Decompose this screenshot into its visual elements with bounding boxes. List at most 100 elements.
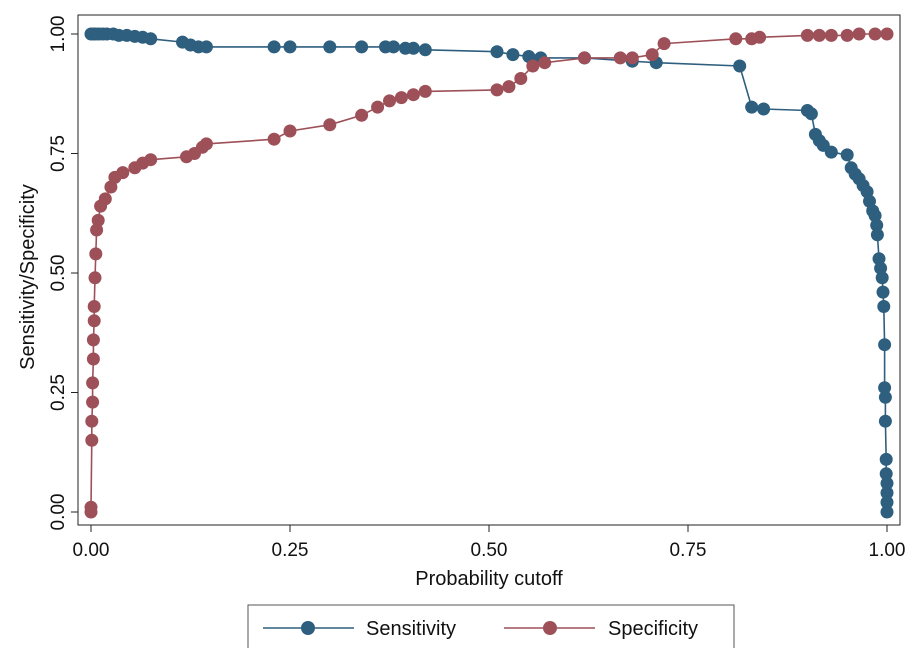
data-point-specificity xyxy=(490,83,504,97)
data-point-sensitivity xyxy=(144,32,158,46)
data-point-sensitivity xyxy=(878,338,892,352)
data-point-specificity xyxy=(86,395,100,409)
y-ticks: 0.00 0.25 0.50 0.75 1.00 xyxy=(48,16,78,531)
data-point-sensitivity xyxy=(878,390,892,404)
x-ticks: 0.00 0.25 0.50 0.75 1.00 xyxy=(73,525,906,561)
data-point-specificity xyxy=(812,28,826,42)
data-point-specificity xyxy=(87,300,101,313)
y-tick-label: 0.50 xyxy=(48,255,69,292)
data-point-specificity xyxy=(753,30,767,44)
series-layer xyxy=(84,27,894,519)
data-point-sensitivity xyxy=(879,452,893,466)
data-point-sensitivity xyxy=(880,476,894,490)
x-tick-label: 0.00 xyxy=(73,540,110,561)
data-point-sensitivity xyxy=(387,40,400,54)
data-point-specificity xyxy=(84,500,98,514)
data-point-specificity xyxy=(406,88,420,102)
data-point-sensitivity xyxy=(355,40,369,54)
data-point-sensitivity xyxy=(745,100,759,114)
data-point-specificity xyxy=(86,376,100,390)
data-point-sensitivity xyxy=(490,45,504,59)
data-point-sensitivity xyxy=(323,40,337,54)
data-point-specificity xyxy=(538,56,552,70)
legend: Sensitivity Specificity xyxy=(247,604,735,648)
data-point-sensitivity xyxy=(733,59,747,73)
data-point-sensitivity xyxy=(878,414,892,428)
y-tick-label: 0.75 xyxy=(48,135,69,172)
data-point-sensitivity xyxy=(824,145,838,159)
series-sensitivity xyxy=(84,27,894,519)
data-point-specificity xyxy=(383,94,396,108)
data-point-sensitivity xyxy=(880,505,894,519)
legend-label-specificity: Specificity xyxy=(608,618,698,640)
data-point-sensitivity xyxy=(804,107,818,121)
data-point-sensitivity xyxy=(870,218,884,232)
data-point-specificity xyxy=(657,37,671,51)
x-tick-label: 0.75 xyxy=(670,540,707,561)
data-point-sensitivity xyxy=(418,43,432,57)
data-point-specificity xyxy=(267,132,281,146)
data-point-specificity xyxy=(800,28,814,42)
x-axis-title: Probability cutoff xyxy=(415,568,563,590)
legend-box xyxy=(247,604,735,648)
data-point-sensitivity xyxy=(879,467,893,481)
data-point-sensitivity xyxy=(875,271,889,285)
y-tick-label: 1.00 xyxy=(48,16,69,53)
data-point-specificity xyxy=(85,433,99,447)
data-point-specificity xyxy=(418,84,432,98)
data-point-specificity xyxy=(868,27,882,41)
data-point-specificity xyxy=(88,271,102,285)
y-tick-label: 0.25 xyxy=(48,374,69,411)
x-tick-label: 0.50 xyxy=(471,540,508,561)
data-point-specificity xyxy=(91,213,105,227)
legend-label-sensitivity: Sensitivity xyxy=(366,618,456,640)
data-point-sensitivity xyxy=(840,148,854,162)
data-point-sensitivity xyxy=(880,495,894,509)
data-point-sensitivity xyxy=(877,300,891,313)
x-tick-label: 1.00 xyxy=(869,540,906,561)
data-point-sensitivity xyxy=(267,40,281,54)
x-tick-label: 0.25 xyxy=(272,540,309,561)
data-point-specificity xyxy=(880,27,894,41)
data-point-sensitivity xyxy=(876,285,890,299)
data-point-sensitivity xyxy=(757,102,771,116)
x-axis: 0.00 0.25 0.50 0.75 1.00 Probability cutoff xyxy=(73,525,906,590)
data-point-specificity xyxy=(852,27,866,41)
data-point-specificity xyxy=(625,51,639,65)
data-point-sensitivity xyxy=(874,261,888,275)
data-point-specificity xyxy=(85,414,99,428)
data-point-sensitivity xyxy=(199,40,213,54)
data-point-specificity xyxy=(613,51,627,65)
y-tick-label: 0.00 xyxy=(48,494,69,531)
data-point-specificity xyxy=(98,192,112,206)
data-point-specificity xyxy=(89,247,103,261)
data-point-specificity xyxy=(283,124,297,138)
data-point-sensitivity xyxy=(868,209,882,223)
data-point-specificity xyxy=(116,166,130,180)
data-point-specificity xyxy=(371,100,385,114)
data-point-specificity xyxy=(526,59,540,73)
data-point-specificity xyxy=(144,153,158,167)
legend-item-specificity: Specificity xyxy=(504,618,698,640)
data-point-sensitivity xyxy=(406,41,420,55)
y-axis: 0.00 0.25 0.50 0.75 1.00 Sensitivity/Specifi… xyxy=(17,16,78,531)
data-point-specificity xyxy=(394,91,408,105)
data-point-specificity xyxy=(86,352,100,366)
data-point-specificity xyxy=(840,28,854,42)
data-point-specificity xyxy=(199,137,213,151)
data-point-sensitivity xyxy=(878,381,892,395)
data-point-specificity xyxy=(824,28,838,42)
data-point-sensitivity xyxy=(870,228,884,242)
data-point-sensitivity xyxy=(506,48,520,62)
legend-item-sensitivity: Sensitivity xyxy=(263,618,456,640)
data-point-sensitivity xyxy=(283,40,297,54)
data-point-specificity xyxy=(502,80,516,94)
data-point-specificity xyxy=(645,48,659,62)
legend-marker-sensitivity xyxy=(301,621,315,635)
data-point-specificity xyxy=(86,333,100,347)
data-point-specificity xyxy=(729,32,743,46)
legend-marker-specificity xyxy=(543,621,557,635)
y-axis-title: Sensitivity/Specificity xyxy=(17,184,39,370)
